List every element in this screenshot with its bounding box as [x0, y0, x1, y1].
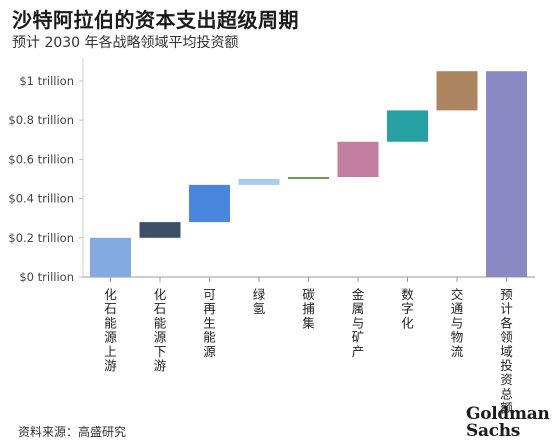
x-tick-label-char: 数 [401, 287, 414, 302]
x-tick-label-char: 下 [154, 344, 167, 359]
x-tick-label-char: 各 [500, 315, 513, 330]
x-tick-label-char: 额 [500, 401, 513, 416]
x-tick-label-char: 能 [154, 315, 167, 330]
bar-5 [288, 177, 329, 180]
x-tick-label-char: 生 [203, 315, 216, 330]
logo-line-2: Sachs [466, 421, 521, 441]
x-tick-label: 化石能源下游 [154, 287, 167, 373]
x-tick-label-char: 化 [104, 287, 117, 302]
x-tick-label-char: 源 [154, 330, 167, 345]
x-tick-label-char: 能 [104, 315, 117, 330]
y-tick-label: $1 trillion [19, 74, 74, 88]
y-tick-label: $0 trillion [19, 270, 74, 284]
bar-3 [189, 184, 230, 223]
x-tick-label-char: 氢 [253, 301, 266, 316]
x-tick-label-char: 化 [401, 315, 414, 330]
x-tick-label-char: 总 [500, 386, 513, 401]
bar-8 [436, 71, 478, 111]
x-tick-label-char: 绿 [253, 287, 266, 302]
x-tick-label-char: 域 [500, 344, 513, 359]
x-tick-label: 交通与物流 [451, 287, 464, 359]
x-tick-label: 预计各领域投资总额 [500, 287, 513, 416]
x-tick-label: 可再生能源 [203, 287, 216, 359]
x-tick-label: 碳捕集 [302, 287, 315, 330]
bar-1 [90, 237, 131, 277]
x-tick-label-char: 能 [203, 330, 216, 345]
x-tick-label-char: 金 [352, 287, 365, 302]
x-tick-label-char: 流 [451, 344, 464, 359]
source-note: 资料来源：高盛研究 [18, 425, 127, 439]
x-tick-label-char: 游 [104, 358, 117, 373]
x-tick-label-char: 上 [104, 344, 117, 359]
x-tick-label-char: 与 [352, 315, 365, 330]
x-tick-label-char: 源 [203, 344, 216, 359]
logo-line-1: Goldman [466, 404, 550, 424]
x-tick-label-char: 石 [104, 301, 117, 316]
x-tick-label-char: 石 [154, 301, 167, 316]
x-tick-label-char: 领 [500, 330, 513, 345]
x-tick-label-char: 捕 [302, 301, 315, 316]
x-tick-label-char: 计 [500, 301, 513, 316]
x-tick-label: 化石能源上游 [104, 287, 117, 373]
bar-6 [337, 141, 379, 178]
x-tick-label-char: 与 [451, 315, 464, 330]
x-tick-label-char: 可 [203, 287, 216, 302]
x-tick-label-char: 源 [104, 330, 117, 345]
x-tick-label-char: 通 [451, 301, 464, 316]
y-tick-label: $0.4 trillion [8, 192, 74, 206]
x-tick-label-char: 化 [154, 287, 167, 302]
y-tick-label: $0.6 trillion [8, 152, 74, 166]
x-tick-label-char: 物 [451, 330, 464, 345]
x-tick-label-char: 产 [352, 344, 365, 359]
x-tick-label-char: 再 [203, 301, 216, 316]
bar-7 [387, 110, 428, 142]
x-tick-label-char: 字 [401, 301, 414, 316]
x-tick-label-char: 矿 [352, 330, 365, 345]
x-tick-label-char: 投 [500, 358, 513, 373]
x-tick-label-char: 属 [352, 301, 365, 316]
x-tick-label-char: 预 [500, 287, 513, 302]
x-tick-label-char: 交 [451, 287, 464, 302]
x-tick-label: 数字化 [401, 287, 414, 330]
x-tick-label: 绿氢 [253, 287, 266, 316]
y-tick-label: $0.8 trillion [8, 113, 74, 127]
y-tick-label: $0.2 trillion [8, 231, 74, 245]
chart-subtitle: 预计 2030 年各战略领域平均投资额 [12, 35, 239, 51]
x-tick-label-char: 资 [500, 372, 513, 387]
x-tick-label-char: 碳 [302, 287, 315, 302]
bar-2 [139, 222, 181, 238]
bar-4 [238, 179, 280, 185]
x-tick-label: 金属与矿产 [352, 287, 365, 359]
x-tick-label-char: 集 [302, 315, 315, 330]
chart-title: 沙特阿拉伯的资本支出超级周期 [12, 8, 299, 32]
bar-9 [486, 71, 527, 277]
goldman-sachs-logo: Goldman Sachs [466, 406, 555, 440]
x-tick-label-char: 游 [154, 358, 167, 373]
